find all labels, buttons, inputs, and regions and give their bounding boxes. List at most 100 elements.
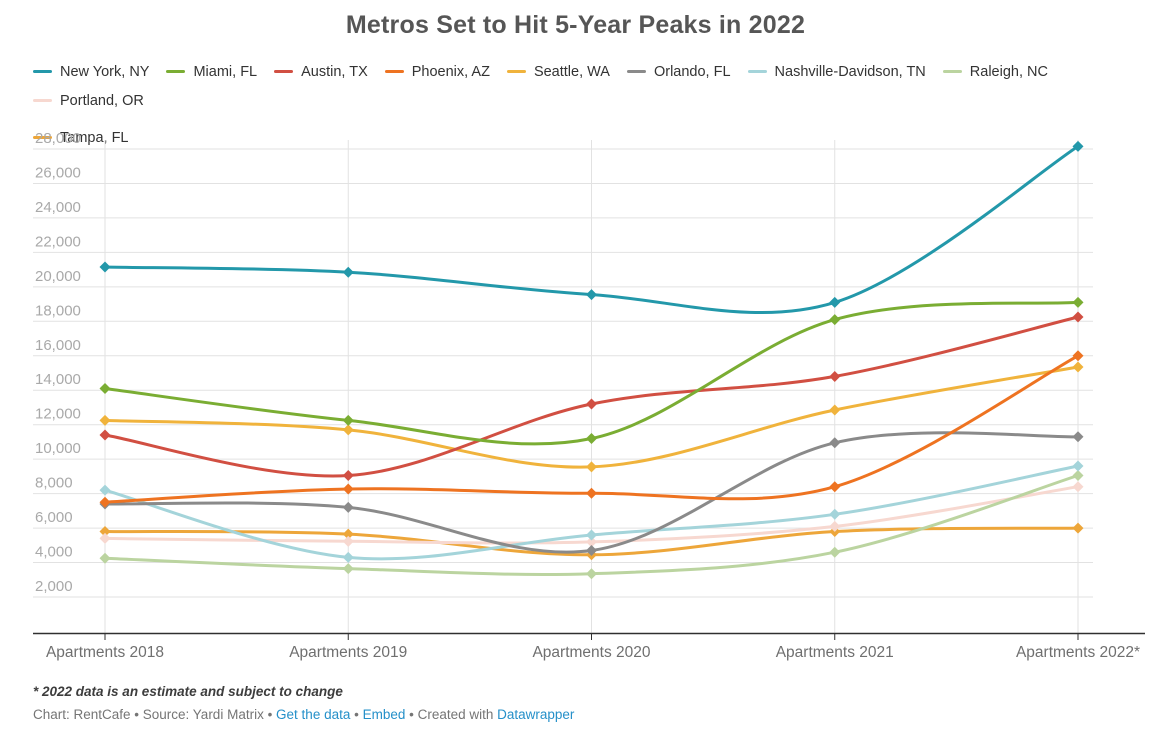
data-point-diamond	[1072, 522, 1084, 534]
legend-item: Orlando, FL	[626, 61, 731, 82]
data-point-diamond	[586, 461, 597, 473]
legend-swatch-icon	[166, 69, 186, 74]
y-axis-tick-label: 16,000	[35, 337, 81, 354]
data-point-diamond	[99, 526, 111, 538]
data-point-diamond	[586, 487, 597, 499]
data-point-diamond	[829, 508, 841, 520]
data-point-diamond	[99, 496, 111, 508]
data-point-diamond	[342, 424, 354, 436]
data-point-diamond	[342, 535, 354, 547]
x-axis-tick-label: Apartments 2022*	[1016, 644, 1140, 661]
data-point-diamond	[342, 563, 354, 575]
legend-item-label: Raleigh, NC	[969, 63, 1048, 80]
legend-item: Seattle, WA	[506, 61, 610, 82]
page-title: Metros Set to Hit 5-Year Peaks in 2022	[345, 11, 806, 39]
credit-text: •	[350, 707, 363, 722]
data-point-diamond	[99, 429, 111, 441]
legend-swatch-icon	[626, 69, 646, 74]
data-point-diamond	[1072, 431, 1084, 443]
legend-item-label: New York, NY	[60, 63, 150, 80]
data-point-diamond	[586, 529, 597, 541]
legend-item-label: Tampa, FL	[60, 129, 129, 146]
legend-swatch-icon	[384, 69, 404, 74]
data-point-diamond	[1072, 311, 1084, 323]
legend-swatch-icon	[33, 69, 52, 74]
data-point-diamond	[342, 501, 354, 513]
legend-item-label: Portland, OR	[60, 92, 144, 109]
chart-credit-line: Chart: RentCafe • Source: Yardi Matrix •…	[33, 707, 574, 722]
data-point-diamond	[586, 398, 597, 410]
data-point-diamond	[586, 289, 597, 301]
legend-swatch-icon	[747, 69, 767, 74]
legend-item: Miami, FL	[166, 61, 257, 82]
data-point-diamond	[99, 383, 111, 395]
data-point-diamond	[586, 568, 597, 580]
data-point-diamond	[1072, 481, 1084, 493]
data-point-diamond	[829, 520, 841, 532]
legend-item: Nashville-Davidson, TN	[747, 61, 926, 82]
legend-swatch-icon	[33, 98, 52, 103]
data-point-diamond	[829, 370, 841, 382]
data-point-diamond	[1072, 361, 1084, 373]
y-axis-tick-label: 12,000	[35, 406, 81, 423]
data-point-diamond	[829, 314, 841, 326]
legend-swatch-icon	[506, 69, 526, 74]
chart-legend: New York, NY Miami, FL Austin, TX Phoenix, …	[33, 61, 1128, 148]
data-point-diamond	[99, 532, 111, 544]
legend-item: Austin, TX	[274, 61, 368, 82]
data-point-diamond	[1072, 460, 1084, 472]
data-point-diamond	[586, 536, 597, 548]
data-point-diamond	[829, 481, 841, 493]
y-axis-tick-label: 10,000	[35, 440, 81, 457]
data-point-diamond	[586, 432, 597, 444]
data-point-diamond	[586, 544, 597, 556]
legend-item-label: Austin, TX	[301, 63, 368, 80]
y-axis-tick-label: 28,000	[35, 130, 81, 147]
legend-swatch-icon	[33, 135, 52, 140]
data-point-diamond	[1072, 140, 1084, 152]
x-axis-tick-label: Apartments 2020	[532, 644, 650, 661]
credit-text: • Created with	[405, 707, 498, 722]
y-axis-tick-label: 26,000	[35, 164, 81, 181]
embed-link[interactable]: Embed	[362, 707, 406, 722]
data-point-diamond	[99, 261, 111, 273]
legend-item-label: Phoenix, AZ	[411, 63, 490, 80]
chart-footnote: * 2022 data is an estimate and subject t…	[33, 684, 343, 699]
x-axis-tick-label: Apartments 2019	[289, 644, 407, 661]
credit-text: Chart: RentCafe • Source: Yardi Matrix •	[33, 707, 277, 722]
legend-item: Raleigh, NC	[942, 61, 1048, 82]
legend-swatch-icon	[942, 69, 962, 74]
y-axis-tick-label: 2,000	[35, 578, 73, 595]
datawrapper-link[interactable]: Datawrapper	[497, 707, 575, 722]
y-axis-tick-label: 6,000	[35, 509, 73, 526]
legend-item-label: Nashville-Davidson, TN	[774, 63, 926, 80]
data-point-diamond	[1072, 350, 1084, 362]
data-point-diamond	[342, 551, 354, 563]
data-point-diamond	[1072, 470, 1084, 482]
y-axis-tick-label: 20,000	[35, 268, 81, 285]
legend-item: Phoenix, AZ	[384, 61, 490, 82]
data-point-diamond	[829, 296, 841, 308]
y-axis-tick-label: 4,000	[35, 544, 73, 561]
legend-item: Tampa, FL	[33, 127, 129, 148]
get-the-data-link[interactable]: Get the data	[276, 707, 351, 722]
y-axis-tick-label: 8,000	[35, 475, 73, 492]
data-point-diamond	[342, 528, 354, 540]
data-point-diamond	[342, 483, 354, 495]
data-point-diamond	[342, 414, 354, 426]
legend-item-label: Miami, FL	[193, 63, 258, 80]
legend-item-label: Seattle, WA	[533, 63, 610, 80]
data-point-diamond	[829, 437, 841, 449]
data-point-diamond	[1072, 296, 1084, 308]
data-point-diamond	[342, 266, 354, 278]
y-axis-tick-label: 14,000	[35, 371, 81, 388]
x-axis-tick-label: Apartments 2021	[776, 644, 894, 661]
x-axis-tick-label: Apartments 2018	[46, 644, 164, 661]
legend-item-label: Orlando, FL	[653, 63, 731, 80]
legend-item: Portland, OR	[33, 90, 144, 111]
data-point-diamond	[99, 552, 111, 564]
data-point-diamond	[99, 414, 111, 426]
y-axis-tick-label: 18,000	[35, 302, 81, 319]
data-point-diamond	[342, 470, 354, 482]
